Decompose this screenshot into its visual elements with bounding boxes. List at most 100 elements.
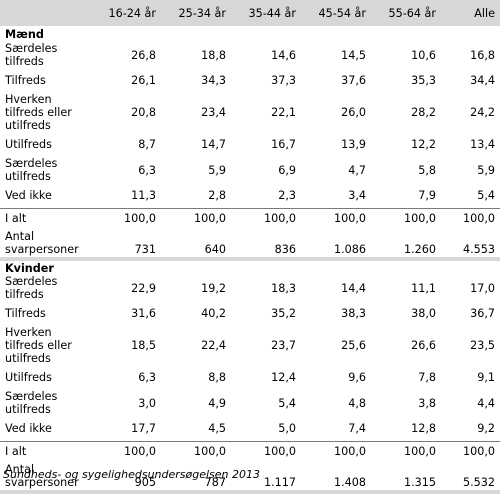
table-cell: 4,8 xyxy=(348,396,366,410)
table-cell: 26,0 xyxy=(341,106,366,119)
table-cell: 38,0 xyxy=(411,307,436,320)
total-cell: 100,0 xyxy=(441,207,500,228)
table-cell: 7,9 xyxy=(418,188,436,202)
row-label: Tilfreds xyxy=(5,74,46,87)
table-cell: 7,8 xyxy=(418,371,436,384)
table-cell: 6,3 xyxy=(138,371,156,384)
table-cell: 5,0 xyxy=(278,421,296,435)
table-cell: 34,4 xyxy=(470,74,495,87)
table-cell: 16,8 xyxy=(470,48,495,62)
table-cell: 12,4 xyxy=(271,371,296,384)
column-header: 35-44 år xyxy=(231,0,301,26)
table-row: Hverken tilfreds eller utilfreds 18,5 22,4… xyxy=(0,326,500,365)
row-label: Hverken tilfreds eller utilfreds xyxy=(5,93,72,132)
table-cell: 28,2 xyxy=(411,106,436,119)
table-row: Utilfreds 6,3 8,8 12,4 9,6 7,8 9,1 xyxy=(0,365,500,390)
table-cell: 23,7 xyxy=(271,339,296,352)
table-cell: 14,4 xyxy=(341,281,366,295)
row-label: Ved ikke xyxy=(5,188,52,202)
table-cell: 14,6 xyxy=(271,48,296,62)
table-cell: 2,8 xyxy=(208,188,226,202)
row-label: Særdeles utilfreds xyxy=(5,157,58,183)
table-row: Ved ikke 11,3 2,8 2,3 3,4 7,9 5,4 xyxy=(0,183,500,208)
table-cell: 38,3 xyxy=(341,307,366,320)
table-cell: 20,8 xyxy=(131,106,156,119)
table-row: Ved ikke 17,7 4,5 5,0 7,4 12,8 9,2 xyxy=(0,416,500,441)
table-cell: 35,2 xyxy=(271,307,296,320)
table-cell: 7,4 xyxy=(348,421,366,435)
row-label: Tilfreds xyxy=(5,307,46,320)
table-cell: 18,8 xyxy=(201,48,226,62)
table-cell: 5,4 xyxy=(278,396,296,410)
total-cell: 100,0 xyxy=(371,207,441,228)
total-cell: 100,0 xyxy=(371,440,441,461)
total-row: I alt 100,0 100,0 100,0 100,0 100,0 100,0 xyxy=(0,440,500,461)
table-cell: 23,5 xyxy=(470,339,495,352)
table-cell: 3,8 xyxy=(418,396,436,410)
row-label: Særdeles tilfreds xyxy=(5,42,58,68)
table-cell: 13,9 xyxy=(341,138,366,151)
table-cell: 17,7 xyxy=(131,421,156,435)
table-cell: 5,9 xyxy=(208,163,226,177)
row-label: Hverken tilfreds eller utilfreds xyxy=(5,326,72,365)
column-header: Alle xyxy=(441,0,500,26)
total-cell: 100,0 xyxy=(91,207,161,228)
table-cell: 5,9 xyxy=(477,163,495,177)
count-cell: 5.532 xyxy=(441,461,500,494)
table-cell: 22,1 xyxy=(271,106,296,119)
table-cell: 22,9 xyxy=(131,281,156,295)
table-cell: 8,7 xyxy=(138,138,156,151)
count-label: Antal svarpersoner xyxy=(0,228,91,261)
table-cell: 22,4 xyxy=(201,339,226,352)
source-note: Sundheds- og sygelighedsundersøgelsen 20… xyxy=(3,468,261,481)
table-cell: 2,3 xyxy=(278,188,296,202)
row-label: Ved ikke xyxy=(5,421,52,435)
total-cell: 100,0 xyxy=(91,440,161,461)
row-label: Særdeles tilfreds xyxy=(5,275,58,301)
table-cell: 34,3 xyxy=(201,74,226,87)
header-corner xyxy=(0,0,91,26)
table-cell: 10,6 xyxy=(411,48,436,62)
table-cell: 26,6 xyxy=(411,339,436,352)
count-cell: 4.553 xyxy=(441,228,500,261)
table-cell: 16,7 xyxy=(271,138,296,151)
table-cell: 9,2 xyxy=(477,421,495,435)
table-row: Særdeles tilfreds 22,9 19,2 18,3 14,4 11,1 17,… xyxy=(0,275,500,301)
table-cell: 13,4 xyxy=(470,138,495,151)
total-label: I alt xyxy=(0,440,91,461)
table-cell: 14,5 xyxy=(341,48,366,62)
respondent-count-row: Antal svarpersoner 731 640 836 1.086 1.260 4.5… xyxy=(0,228,500,261)
column-header: 16-24 år xyxy=(91,0,161,26)
table-cell: 11,1 xyxy=(411,281,436,295)
table-cell: 5,8 xyxy=(418,163,436,177)
section-header-row: Kvinder xyxy=(0,258,500,275)
table-cell: 4,4 xyxy=(477,396,495,410)
table-cell: 36,7 xyxy=(470,307,495,320)
table-cell: 23,4 xyxy=(201,106,226,119)
total-cell: 100,0 xyxy=(161,207,231,228)
column-header: 25-34 år xyxy=(161,0,231,26)
count-cell: 1.408 xyxy=(301,461,371,494)
table-cell: 4,5 xyxy=(208,421,226,435)
table-cell: 19,2 xyxy=(201,281,226,295)
total-cell: 100,0 xyxy=(231,207,301,228)
table-row: Tilfreds 31,6 40,2 35,2 38,3 38,0 36,7 xyxy=(0,301,500,326)
count-cell: 731 xyxy=(91,228,161,261)
table-cell: 35,3 xyxy=(411,74,436,87)
table-cell: 3,0 xyxy=(138,396,156,410)
table-cell: 14,7 xyxy=(201,138,226,151)
header-row: 16-24 år 25-34 år 35-44 år 45-54 år 55-64 år… xyxy=(0,0,500,26)
table-cell: 26,1 xyxy=(131,74,156,87)
section-title: Mænd xyxy=(5,28,44,41)
section-title: Kvinder xyxy=(0,258,500,275)
column-header: 45-54 år xyxy=(301,0,371,26)
table-cell: 18,3 xyxy=(271,281,296,295)
table-cell: 17,0 xyxy=(470,281,495,295)
count-cell: 640 xyxy=(161,228,231,261)
table-cell: 26,8 xyxy=(131,48,156,62)
total-cell: 100,0 xyxy=(231,440,301,461)
table-cell: 6,9 xyxy=(278,163,296,177)
section-header-row: Mænd xyxy=(0,26,500,42)
